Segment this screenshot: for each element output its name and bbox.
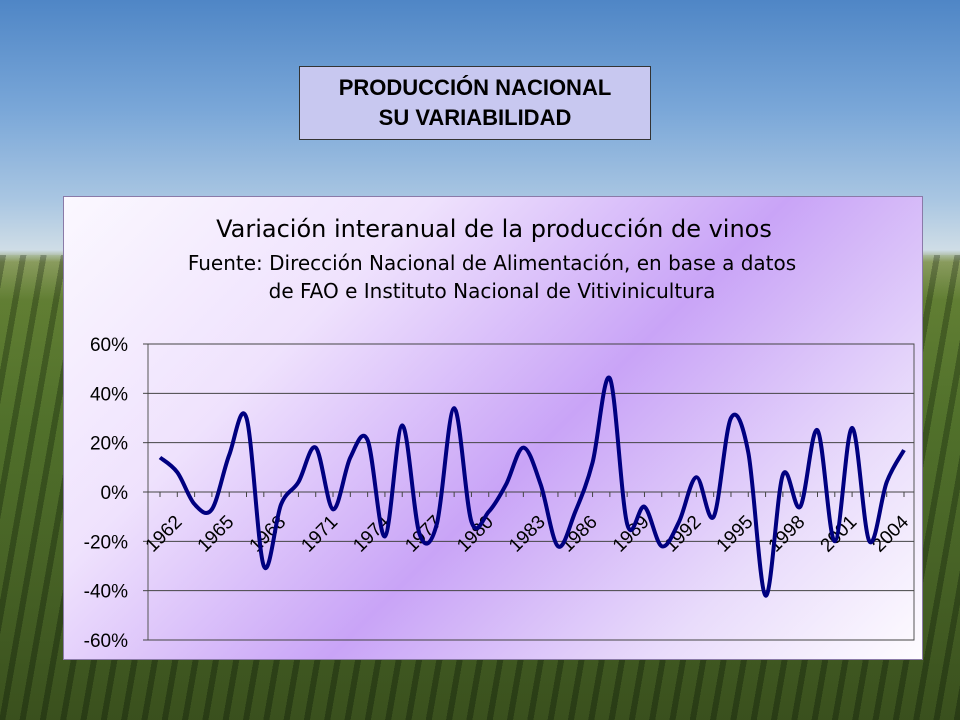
series-line — [158, 375, 906, 598]
x-tick-label: 1980 — [453, 512, 498, 557]
chart-subtitle-line2: de FAO e Instituto Nacional de Vitivinic… — [269, 279, 716, 303]
x-tick-label: 1968 — [246, 512, 291, 557]
x-tick-label: 1989 — [609, 512, 654, 557]
slide-title-box: PRODUCCIÓN NACIONAL SU VARIABILIDAD — [299, 66, 651, 140]
y-tick-label: 40% — [90, 384, 128, 405]
y-tick-label: -60% — [84, 631, 128, 652]
y-tick-label: 60% — [90, 335, 128, 356]
y-tick-label: -20% — [84, 532, 128, 553]
y-tick-label: -40% — [84, 582, 128, 603]
x-tick-label: 1986 — [557, 512, 602, 557]
slide-title-line2: SU VARIABILIDAD — [378, 105, 572, 130]
x-tick-label: 1998 — [765, 512, 810, 557]
chart-subtitle-line1: Fuente: Dirección Nacional de Alimentaci… — [188, 251, 796, 275]
y-tick-label: 20% — [90, 434, 128, 455]
x-tick-label: 1983 — [505, 512, 550, 557]
x-tick-label: 1965 — [194, 512, 239, 557]
x-tick-label: 1971 — [297, 512, 342, 557]
x-tick-label: 1995 — [713, 512, 758, 557]
slide-title-line1: PRODUCCIÓN NACIONAL — [338, 75, 612, 100]
x-tick-label: 1992 — [661, 512, 706, 557]
y-tick-label: 0% — [101, 483, 129, 504]
chart-title: Variación interanual de la producción de… — [216, 215, 772, 243]
chart-panel — [63, 196, 923, 660]
